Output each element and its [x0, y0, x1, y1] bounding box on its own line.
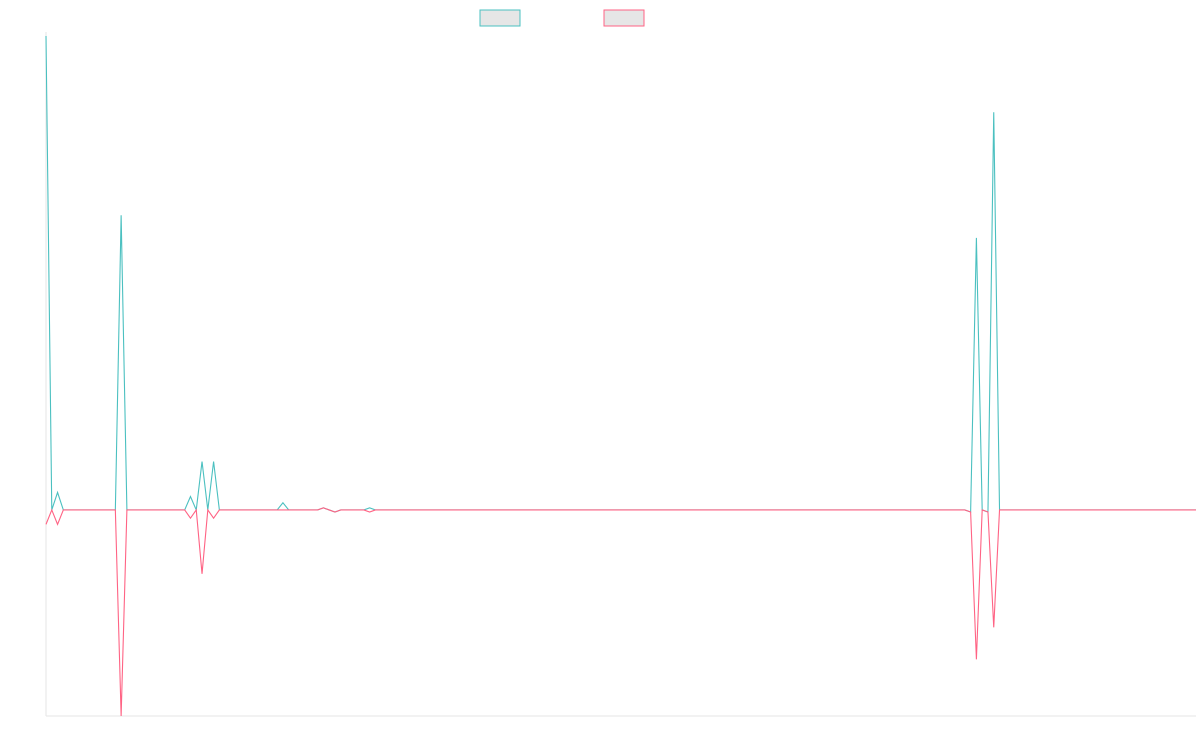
legend — [479, 9, 645, 27]
legend-item-series-b[interactable] — [603, 9, 645, 27]
legend-swatch-series-b — [603, 9, 645, 27]
series-layer — [45, 35, 1196, 717]
series-line-a — [45, 35, 1196, 513]
legend-item-series-a[interactable] — [479, 9, 521, 27]
legend-swatch-series-a — [479, 9, 521, 27]
series-line-b — [45, 507, 1196, 717]
